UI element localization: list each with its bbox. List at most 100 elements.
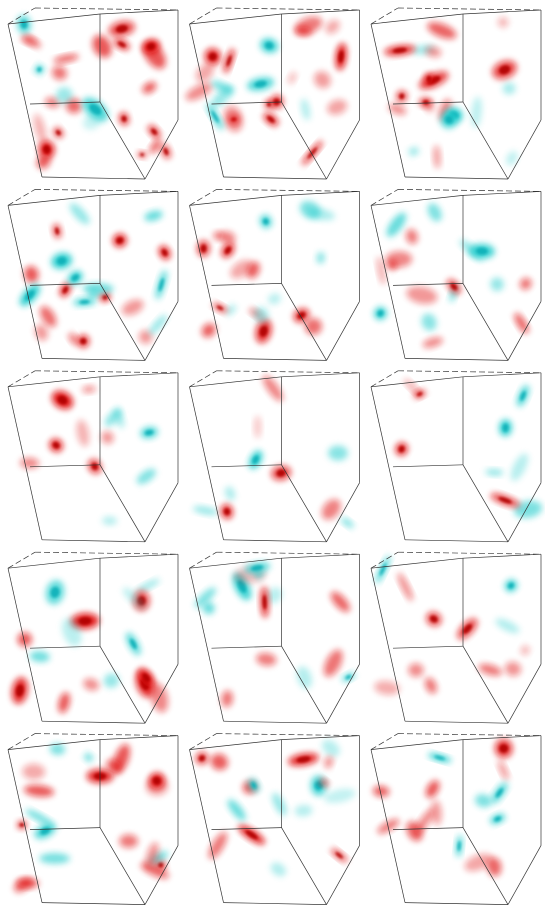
red-blob xyxy=(17,632,32,647)
cyan-core xyxy=(262,218,269,225)
cyan-blob xyxy=(254,307,269,323)
cube-edge xyxy=(326,845,360,905)
red-core xyxy=(198,755,205,762)
cyan-blob xyxy=(136,468,156,485)
red-blob xyxy=(24,266,39,283)
red-core xyxy=(499,65,511,75)
cube-edge xyxy=(404,902,509,905)
cyan-core xyxy=(89,103,102,115)
red-core xyxy=(296,756,311,763)
cyan-core xyxy=(79,299,90,305)
red-blob xyxy=(408,663,424,677)
blob-layer xyxy=(14,743,169,893)
red-blob xyxy=(254,415,261,439)
cube-edge xyxy=(281,553,360,559)
cube-edge xyxy=(281,283,327,361)
cube-edge xyxy=(189,568,224,722)
cyan-blob xyxy=(102,516,118,526)
cube-edge xyxy=(34,733,179,736)
red-blob xyxy=(44,97,60,108)
red-blob xyxy=(106,759,122,773)
red-core xyxy=(499,744,509,753)
red-blob xyxy=(376,256,386,285)
red-blob xyxy=(430,800,442,826)
cyan-blob xyxy=(62,618,82,647)
cyan-blob xyxy=(268,293,281,305)
cube-edge xyxy=(41,539,146,543)
cyan-blob xyxy=(82,283,114,294)
red-core xyxy=(498,497,512,504)
cube-edge xyxy=(370,23,406,178)
red-blob xyxy=(53,54,79,63)
cube-edge xyxy=(281,646,327,724)
red-blob xyxy=(423,101,434,113)
cyan-blob xyxy=(82,113,102,130)
cube-edge xyxy=(29,283,101,286)
red-blob xyxy=(433,145,441,169)
cube-edge xyxy=(370,551,399,569)
red-core xyxy=(245,830,258,840)
volume-panel xyxy=(7,7,179,180)
red-blob xyxy=(92,35,112,58)
cyan-blob xyxy=(506,151,518,166)
cyan-blob xyxy=(84,753,94,762)
cyan-core xyxy=(345,675,352,680)
cyan-blob xyxy=(272,792,287,816)
cyan-blob xyxy=(324,788,356,803)
cyan-blob xyxy=(39,853,70,864)
cube-edge xyxy=(216,7,360,11)
red-core xyxy=(462,624,472,634)
red-core xyxy=(223,508,230,515)
cube-edge xyxy=(7,7,36,25)
cyan-blob xyxy=(29,651,50,663)
cube-edge xyxy=(462,464,509,542)
cyan-blob xyxy=(495,618,520,634)
cube-edge xyxy=(7,386,43,540)
cyan-blob xyxy=(421,313,437,331)
cyan-core xyxy=(144,429,154,436)
cube-edge xyxy=(392,464,464,468)
red-blob xyxy=(138,330,153,344)
red-core xyxy=(158,862,164,868)
red-blob xyxy=(22,763,46,780)
volume-panel xyxy=(370,189,542,361)
cube-edge xyxy=(99,735,179,740)
red-core xyxy=(338,50,344,63)
cube-edge xyxy=(326,482,360,542)
cube-edge xyxy=(404,720,509,724)
red-blob xyxy=(498,760,509,781)
blob-layer xyxy=(19,203,171,348)
volume-panel xyxy=(7,551,179,724)
cube-edge xyxy=(216,733,360,736)
cube-edge xyxy=(211,645,282,649)
red-blob xyxy=(372,785,390,797)
red-blob xyxy=(321,499,341,520)
red-blob xyxy=(145,842,159,869)
red-core xyxy=(398,445,405,453)
red-blob xyxy=(149,139,162,154)
red-core xyxy=(56,130,61,136)
cube-edge xyxy=(216,370,360,374)
red-blob xyxy=(224,106,243,132)
cube-edge xyxy=(462,101,509,180)
cyan-core xyxy=(265,41,274,50)
cyan-blob xyxy=(266,587,282,604)
cube-edge xyxy=(462,372,542,378)
red-blob xyxy=(52,65,67,80)
red-core xyxy=(118,41,126,48)
cyan-blob xyxy=(386,212,407,237)
cube-edge xyxy=(41,176,146,180)
cube-edge xyxy=(34,370,179,374)
cube-edge xyxy=(29,101,101,105)
cube-edge xyxy=(392,645,464,649)
red-blob xyxy=(119,834,139,848)
cyan-blob xyxy=(475,794,492,808)
cube-edge xyxy=(397,189,542,192)
cube-edge xyxy=(99,646,146,724)
cyan-blob xyxy=(294,804,313,817)
red-blob xyxy=(220,231,236,245)
red-blob xyxy=(68,332,79,345)
cyan-core xyxy=(520,391,526,401)
red-blob xyxy=(36,154,51,169)
